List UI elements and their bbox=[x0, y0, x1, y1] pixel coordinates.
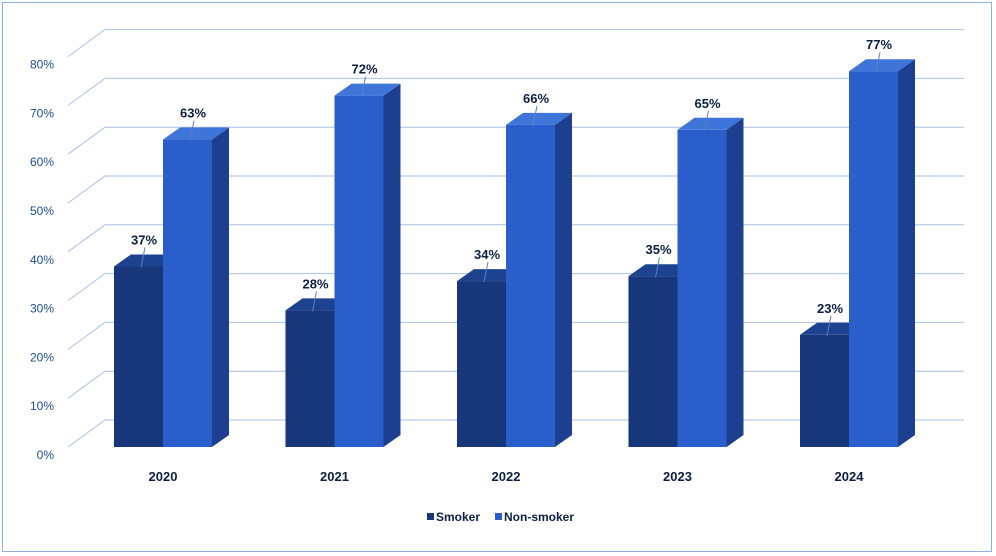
data-label-leader bbox=[532, 105, 538, 127]
bar-non-smoker-2020 bbox=[163, 127, 229, 447]
data-label-leader bbox=[361, 76, 366, 97]
legend: Smoker Non-smoker bbox=[427, 510, 574, 524]
data-label-leader bbox=[826, 315, 832, 336]
bar-non-smoker-2021 bbox=[334, 83, 401, 447]
bar-top-face bbox=[677, 117, 744, 130]
bar-side-face bbox=[212, 127, 229, 447]
data-label-non-smoker-2021: 72% bbox=[351, 62, 377, 77]
data-labels-layer: 37% 63% 28% 72% 34% 66% 35% 65% 23% 77% bbox=[131, 37, 892, 336]
x-axis-categories: 2020 2021 2022 2023 2024 bbox=[149, 469, 865, 484]
bar-front-face bbox=[457, 281, 506, 447]
gridline bbox=[67, 29, 964, 58]
bar-non-smoker-2024 bbox=[849, 59, 915, 448]
bar-side-face bbox=[898, 59, 915, 448]
bar-front-face bbox=[506, 124, 555, 448]
x-tick-label: 2021 bbox=[320, 469, 349, 484]
x-tick-label: 2024 bbox=[835, 469, 865, 484]
data-label-leader bbox=[483, 261, 489, 283]
y-tick-label: 10% bbox=[30, 399, 54, 413]
legend-swatch bbox=[427, 513, 434, 520]
gridline bbox=[67, 126, 964, 155]
y-tick-label: 50% bbox=[30, 204, 54, 218]
bar-top-face bbox=[849, 59, 915, 72]
data-label-leader bbox=[875, 52, 881, 73]
bar-front-face bbox=[334, 95, 384, 447]
bar-front-face bbox=[163, 139, 212, 447]
bar-side-face bbox=[383, 83, 401, 447]
gridline bbox=[67, 77, 964, 106]
y-tick-label: 70% bbox=[30, 106, 54, 120]
data-label-smoker-2024: 23% bbox=[817, 301, 843, 316]
data-label-leader bbox=[189, 120, 195, 141]
data-label-leader bbox=[312, 291, 317, 312]
bars-layer bbox=[114, 59, 915, 448]
bar-top-face bbox=[334, 83, 401, 96]
bar-non-smoker-2022 bbox=[506, 112, 572, 448]
x-tick-label: 2023 bbox=[663, 469, 692, 484]
bar-front-face bbox=[677, 129, 727, 448]
data-label-non-smoker-2024: 77% bbox=[866, 37, 892, 52]
y-tick-label: 0% bbox=[37, 448, 55, 462]
data-label-smoker-2023: 35% bbox=[645, 242, 671, 257]
bar-side-face bbox=[726, 117, 744, 448]
data-label-leader bbox=[704, 110, 709, 131]
data-label-leader bbox=[655, 257, 660, 278]
bar-front-face bbox=[114, 266, 163, 447]
legend-label: Non-smoker bbox=[504, 510, 574, 524]
y-tick-label: 20% bbox=[30, 350, 54, 364]
bar-top-face bbox=[506, 112, 572, 125]
y-tick-label: 30% bbox=[30, 302, 54, 316]
legend-swatch bbox=[495, 513, 502, 520]
bar-front-face bbox=[800, 334, 849, 447]
x-tick-label: 2020 bbox=[149, 469, 178, 484]
data-label-leader bbox=[140, 247, 146, 268]
y-tick-label: 80% bbox=[30, 58, 54, 72]
bar-front-face bbox=[628, 276, 678, 447]
y-axis-ticks: 0% 10% 20% 30% 40% 50% 60% 70% 80% bbox=[30, 58, 54, 462]
data-label-non-smoker-2023: 65% bbox=[694, 96, 720, 111]
y-tick-label: 40% bbox=[30, 253, 54, 267]
bar-top-face bbox=[163, 127, 229, 140]
data-label-smoker-2021: 28% bbox=[302, 276, 328, 291]
bar-non-smoker-2023 bbox=[677, 117, 744, 448]
legend-label: Smoker bbox=[436, 510, 480, 524]
legend-item-smoker: Smoker bbox=[427, 510, 480, 524]
y-tick-label: 60% bbox=[30, 155, 54, 169]
legend-item-non-smoker: Non-smoker bbox=[495, 510, 574, 524]
bar-side-face bbox=[555, 112, 572, 448]
data-label-smoker-2022: 34% bbox=[474, 247, 500, 262]
x-tick-label: 2022 bbox=[492, 469, 521, 484]
data-label-smoker-2020: 37% bbox=[131, 232, 157, 247]
bar-front-face bbox=[285, 310, 335, 447]
data-label-non-smoker-2020: 63% bbox=[180, 106, 206, 121]
bar-front-face bbox=[849, 71, 898, 448]
data-label-non-smoker-2022: 66% bbox=[523, 91, 549, 106]
